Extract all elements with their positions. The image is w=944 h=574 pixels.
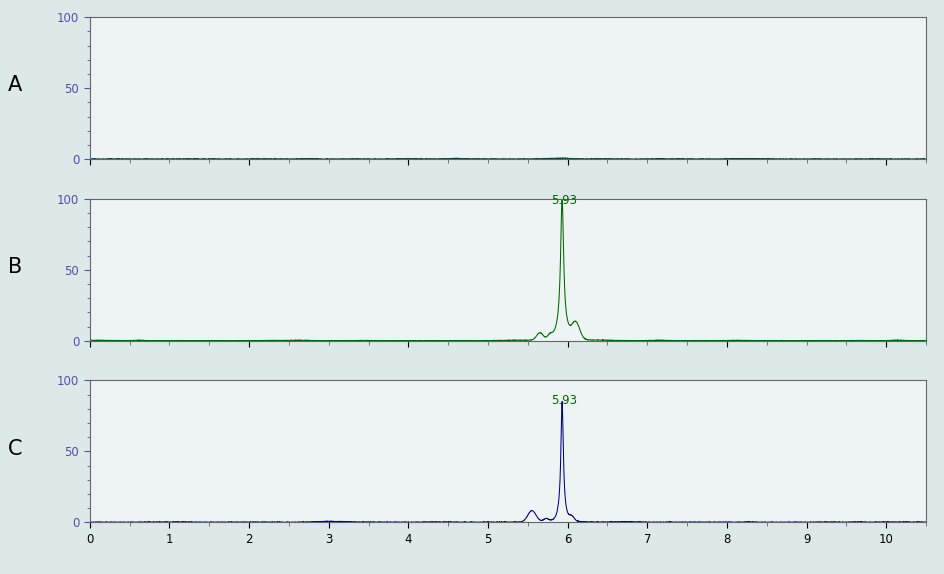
Text: 5.93: 5.93 — [550, 394, 576, 407]
Text: A: A — [8, 75, 22, 95]
Text: C: C — [8, 439, 22, 459]
Text: 5.93: 5.93 — [550, 193, 576, 207]
Text: B: B — [8, 257, 22, 277]
